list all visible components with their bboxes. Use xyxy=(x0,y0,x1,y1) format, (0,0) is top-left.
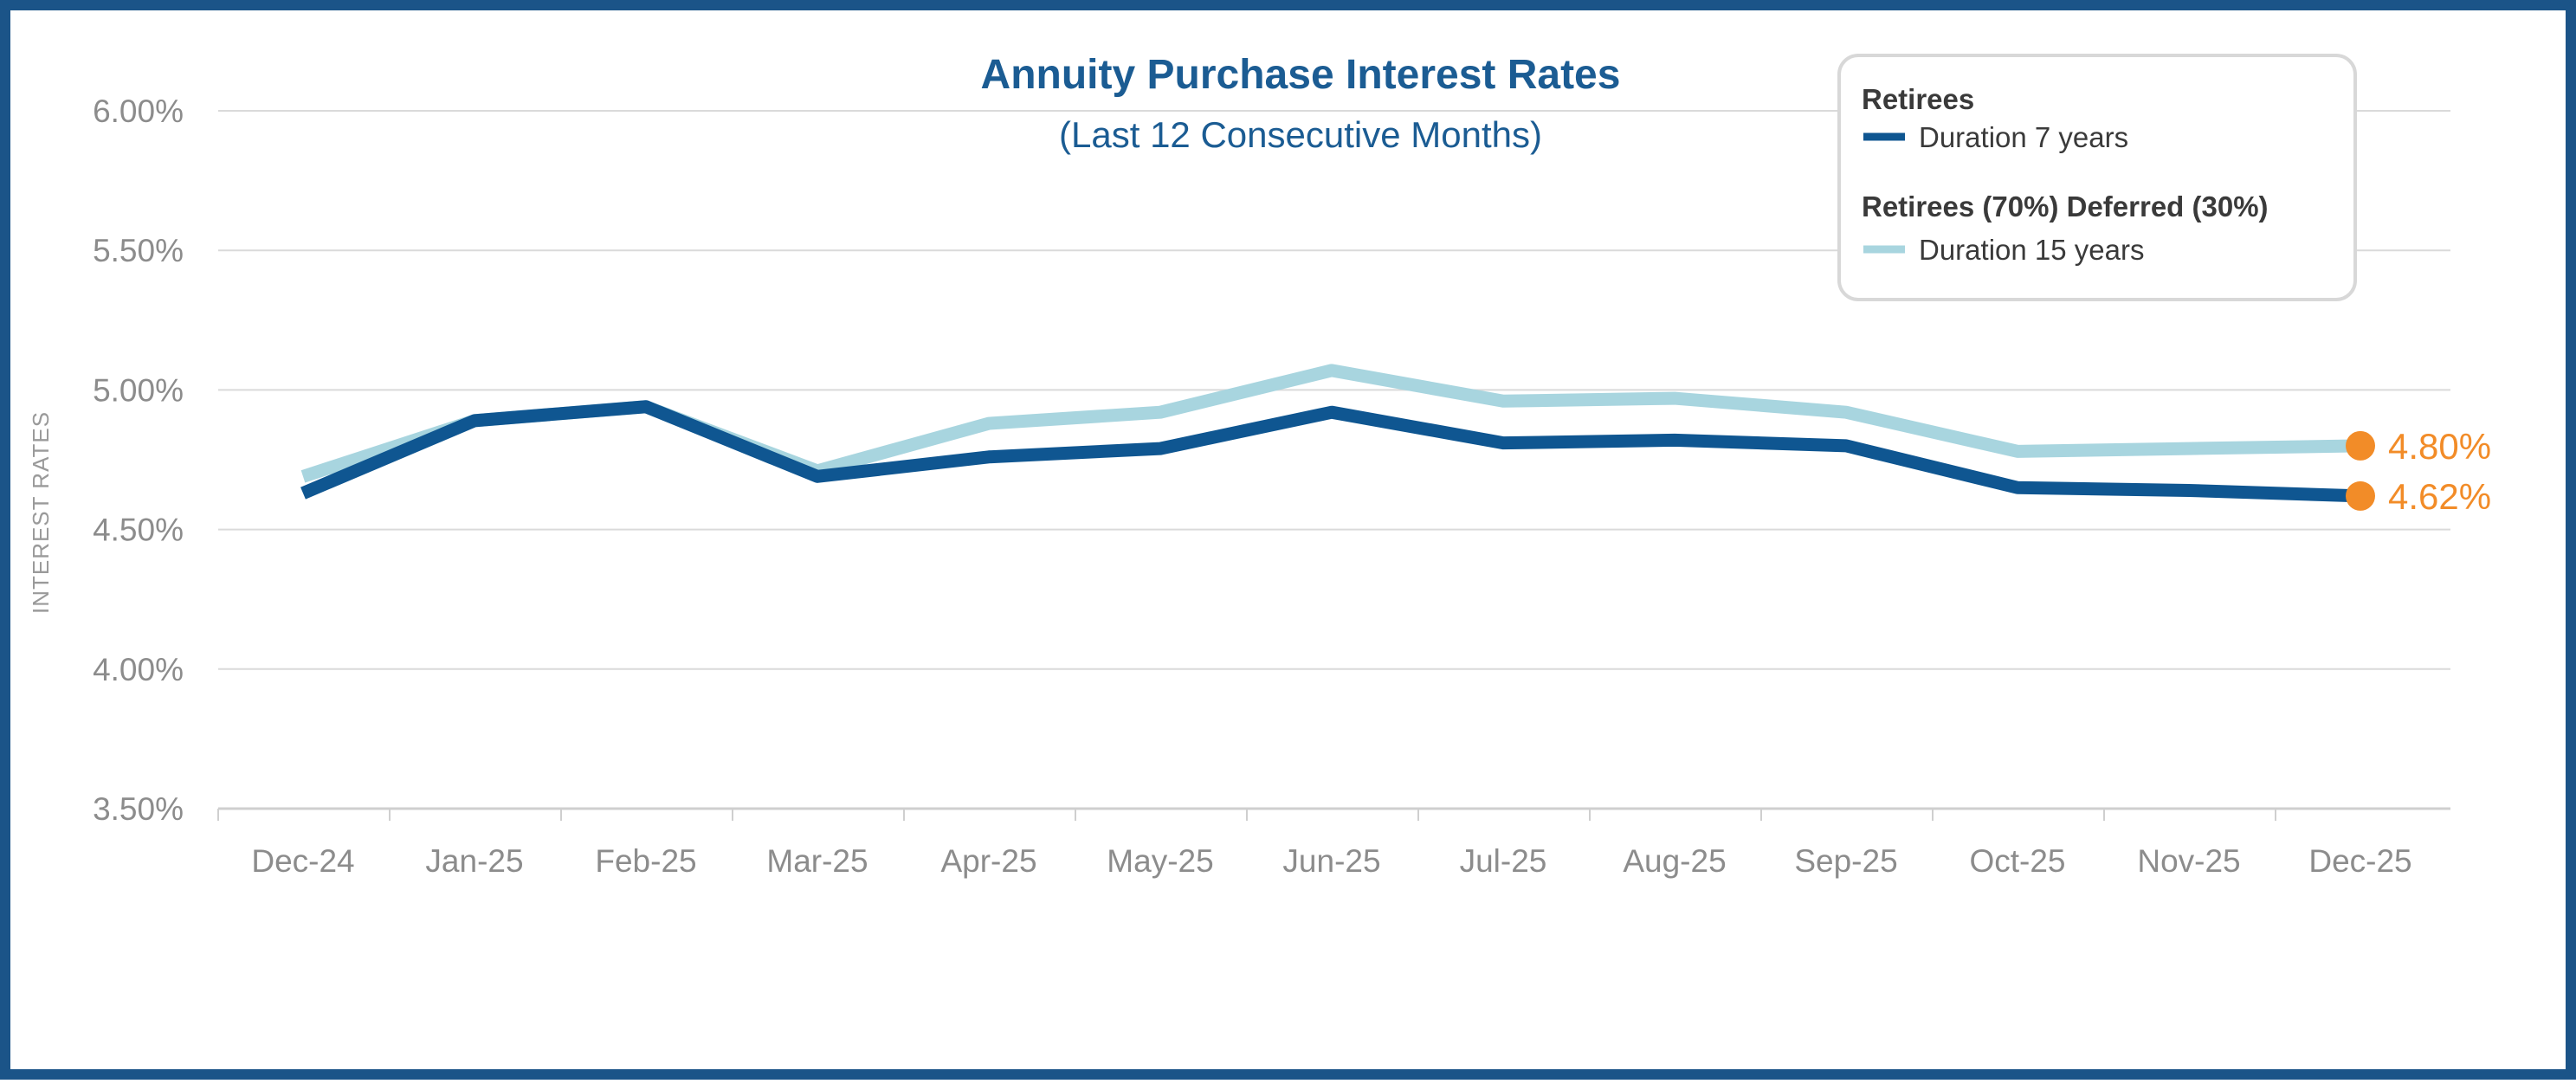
y-tick-label: 4.50% xyxy=(93,513,184,548)
x-tick-label: Mar-25 xyxy=(766,843,868,879)
legend-box xyxy=(1837,54,2357,301)
legend-group-title-retirees-deferred: Retirees (70%) Deferred (30%) xyxy=(1862,190,2269,223)
x-tick-label: Jul-25 xyxy=(1460,843,1547,879)
x-tick-label: Nov-25 xyxy=(2137,843,2240,879)
y-tick-label: 5.00% xyxy=(93,372,184,408)
chart-title: Annuity Purchase Interest Rates xyxy=(981,52,1621,98)
data-label: 4.62% xyxy=(2388,476,2491,517)
data-label: 4.80% xyxy=(2388,426,2491,467)
x-tick-label: Aug-25 xyxy=(1623,843,1726,879)
x-axis-ticks: Dec-24 Jan-25 Feb-25 Mar-25 Apr-25 May-25 Jun-… xyxy=(217,809,2412,879)
y-tick-label: 5.50% xyxy=(93,233,184,268)
x-tick-label: Jun-25 xyxy=(1282,843,1380,879)
end-marker xyxy=(2346,481,2375,511)
series-lines xyxy=(300,364,2361,503)
line-chart: 3.50% 4.00% 4.50% 5.00% 5.50% 6.00% Dec-24 Jan… xyxy=(28,52,2491,879)
chart-subtitle: (Last 12 Consecutive Months) xyxy=(1059,114,1542,155)
x-tick-label: May-25 xyxy=(1107,843,1213,879)
x-tick-label: Sep-25 xyxy=(1794,843,1897,879)
x-tick-label: Dec-24 xyxy=(251,843,354,879)
legend-item-duration-15: Duration 15 years xyxy=(1919,234,2144,266)
x-tick-label: Oct-25 xyxy=(1969,843,2065,879)
legend: Retirees Duration 7 years Retirees (70%)… xyxy=(1837,54,2357,301)
series-line-duration-15-years xyxy=(300,364,2361,483)
legend-item-duration-7: Duration 7 years xyxy=(1919,121,2128,153)
y-axis-title: INTEREST RATES xyxy=(28,411,54,614)
x-tick-label: Jan-25 xyxy=(425,843,523,879)
y-tick-label: 6.00% xyxy=(93,94,184,129)
end-marker xyxy=(2346,430,2375,461)
series-line-duration-7-years xyxy=(300,400,2361,503)
y-tick-label: 4.00% xyxy=(93,652,184,687)
gridlines xyxy=(218,110,2450,810)
y-tick-label: 3.50% xyxy=(93,791,184,827)
end-markers: 4.80% 4.62% xyxy=(2346,426,2491,517)
y-axis-ticks: 3.50% 4.00% 4.50% 5.00% 5.50% 6.00% xyxy=(93,94,184,827)
x-tick-label: Dec-25 xyxy=(2308,843,2411,879)
x-tick-label: Feb-25 xyxy=(595,843,696,879)
x-tick-label: Apr-25 xyxy=(940,843,1036,879)
legend-group-title-retirees: Retirees xyxy=(1862,83,1974,115)
